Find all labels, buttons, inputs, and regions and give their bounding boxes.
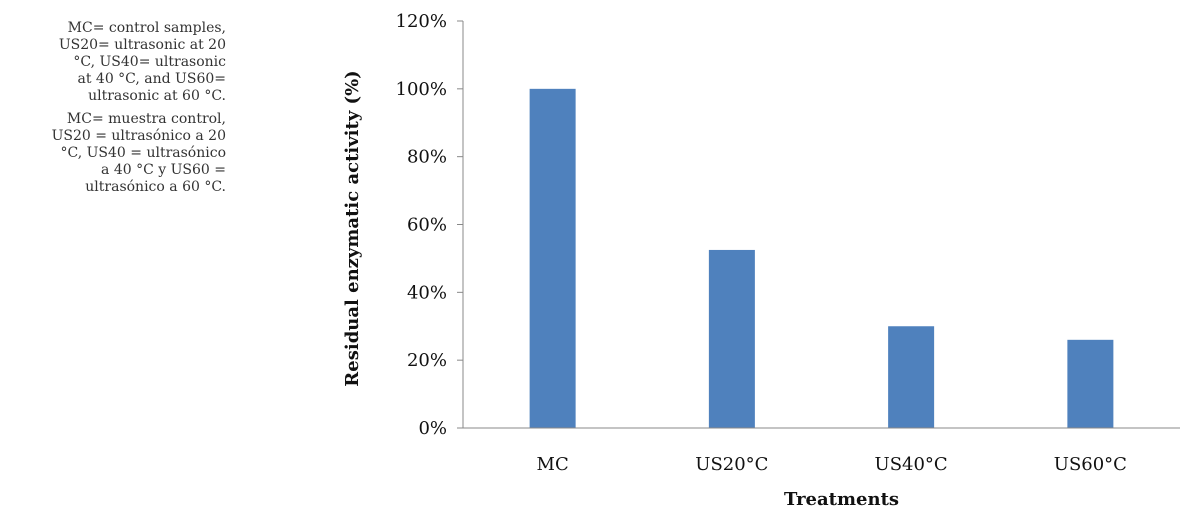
y-tick-label: 120% (396, 11, 447, 32)
figure-notes: MC= control samples, US20= ultrasonic at… (0, 20, 226, 202)
x-tick-label: US60°C (1054, 454, 1127, 475)
x-tick-label: US20°C (695, 454, 768, 475)
bar-us60c (1067, 339, 1114, 428)
bar-us20c (708, 249, 755, 428)
note-english: MC= control samples, US20= ultrasonic at… (58, 20, 226, 104)
y-tick-label: 40% (407, 282, 447, 303)
y-tick-label: 100% (396, 79, 447, 100)
bar-mc (529, 88, 576, 428)
bars (529, 88, 1114, 428)
bar-us40c (888, 326, 935, 428)
y-tick-label: 20% (407, 350, 447, 371)
note-spanish: MC= muestra control, US20 = ultrasónico … (51, 111, 226, 195)
y-tick-label: 80% (407, 147, 447, 168)
y-axis-ticks: 0% 20% 40% 60% 80% 100% 120% (396, 11, 463, 439)
x-tick-label: MC (537, 454, 569, 475)
y-axis-title: Residual enzymatic activity (%) (342, 70, 363, 386)
x-axis-ticks: MC US20°C US40°C US60°C (537, 454, 1127, 475)
x-tick-label: US40°C (875, 454, 948, 475)
y-tick-label: 60% (407, 215, 447, 236)
x-axis-title: Treatments (784, 489, 899, 510)
y-tick-label: 0% (418, 418, 447, 439)
